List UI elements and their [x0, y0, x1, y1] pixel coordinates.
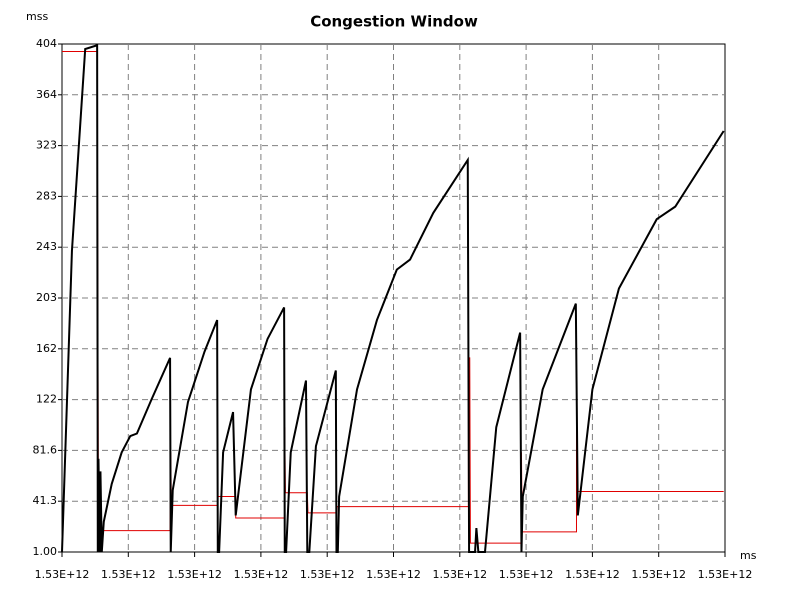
series-line [62, 51, 724, 544]
x-tick-label: 1.53E+12 [366, 568, 421, 581]
x-tick-label: 1.53E+12 [565, 568, 620, 581]
y-axis-label: mss [26, 10, 48, 23]
x-tick-label: 1.53E+12 [167, 568, 222, 581]
y-tick-label: 364 [36, 88, 57, 101]
x-tick-label: 1.53E+12 [698, 568, 753, 581]
x-tick-label: 1.53E+12 [101, 568, 156, 581]
y-tick-label: 323 [36, 139, 57, 152]
y-tick-label: 283 [36, 189, 57, 202]
x-axis-label: ms [740, 549, 757, 562]
y-tick-label: 243 [36, 240, 57, 253]
series-line [61, 43, 725, 553]
y-tick-label: 404 [36, 37, 57, 50]
x-tick-label: 1.53E+12 [35, 568, 90, 581]
x-tick-label: 1.53E+12 [432, 568, 487, 581]
x-tick-label: 1.53E+12 [234, 568, 289, 581]
y-tick-label: 162 [36, 342, 57, 355]
y-tick-label: 81.6 [33, 443, 58, 456]
y-tick-label: 203 [36, 291, 57, 304]
x-tick-label: 1.53E+12 [631, 568, 686, 581]
y-tick-label: 41.3 [33, 494, 58, 507]
chart-title: Congestion Window [310, 13, 478, 31]
x-tick-label: 1.53E+12 [499, 568, 554, 581]
y-tick-label: 1.00 [33, 545, 58, 558]
x-tick-label: 1.53E+12 [300, 568, 355, 581]
y-tick-label: 122 [36, 393, 57, 406]
